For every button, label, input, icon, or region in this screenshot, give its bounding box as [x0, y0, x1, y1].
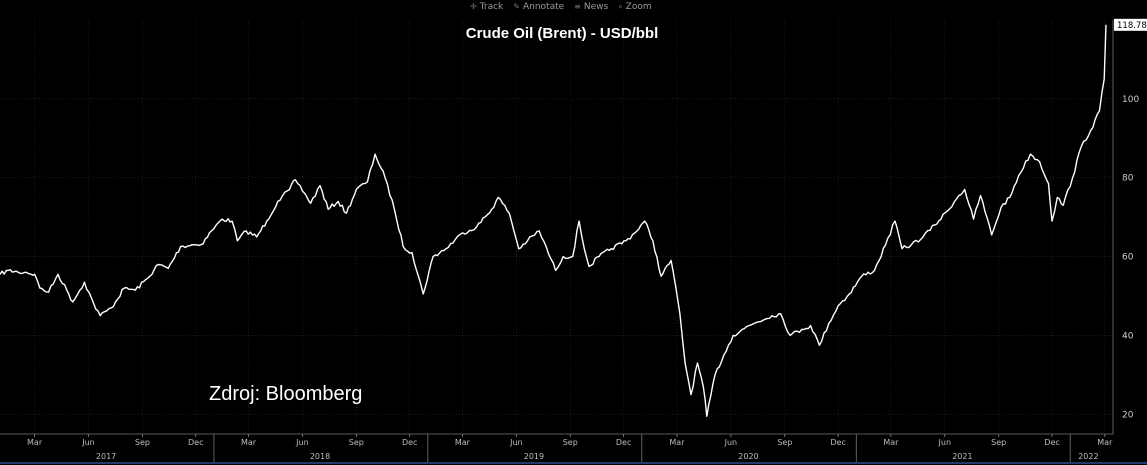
toolbar-zoom-button[interactable]: ⌕ Zoom — [618, 0, 651, 13]
toolbar-news-button[interactable]: ≡ News — [574, 0, 608, 13]
toolbar-annotate-button[interactable]: ✎ Annotate — [513, 0, 564, 13]
x-month-label: Jun — [724, 438, 738, 447]
x-year-label: 2017 — [96, 452, 116, 461]
brent-price-line — [0, 24, 1107, 417]
toolbar-item-label: Annotate — [522, 1, 565, 12]
toolbar-item-label: Zoom — [625, 1, 652, 12]
crosshair-icon: ✛ — [470, 2, 477, 11]
x-year-label: 2022 — [1078, 452, 1098, 461]
toolbar-item-label: News — [583, 1, 609, 12]
x-month-label: Mar — [455, 438, 471, 447]
zoom-icon: ⌕ — [618, 1, 623, 11]
x-month-label: Mar — [669, 438, 685, 447]
x-year-label: 2019 — [524, 452, 544, 461]
x-month-label: Jun — [81, 438, 95, 447]
chart-toolbar: ✛ Track ✎ Annotate ≡ News ⌕ Zoom — [470, 0, 652, 13]
source-label: Zdroj: Bloomberg — [209, 383, 363, 405]
x-month-label: Sep — [991, 438, 1006, 447]
y-tick-label: 80 — [1122, 174, 1134, 184]
x-month-label: Jun — [509, 438, 523, 447]
x-month-label: Dec — [402, 438, 417, 447]
x-month-label: Mar — [883, 438, 899, 447]
x-year-label: 2018 — [310, 452, 330, 461]
x-year-label: 2021 — [952, 452, 972, 461]
x-month-label: Dec — [1044, 438, 1059, 447]
y-tick-label: 20 — [1122, 410, 1134, 420]
x-month-label: Mar — [1097, 438, 1113, 447]
toolbar-item-label: Track — [479, 1, 504, 12]
last-value-label: 118.78 — [1117, 21, 1147, 31]
x-month-label: Dec — [188, 438, 203, 447]
x-month-label: Jun — [938, 438, 952, 447]
last-value-tag — [1114, 18, 1147, 31]
x-month-label: Mar — [241, 438, 257, 447]
y-tick-label: 100 — [1122, 95, 1139, 105]
x-month-label: Dec — [830, 438, 845, 447]
grid-layer — [0, 20, 1113, 434]
news-icon: ≡ — [574, 2, 581, 11]
x-year-label: 2020 — [738, 452, 758, 461]
y-tick-label: 40 — [1122, 331, 1134, 341]
x-month-label: Dec — [616, 438, 631, 447]
pencil-icon: ✎ — [513, 2, 520, 11]
y-tick-label: 60 — [1122, 253, 1134, 263]
x-month-label: Sep — [777, 438, 792, 447]
x-month-label: Jun — [295, 438, 309, 447]
x-month-label: Mar — [27, 438, 43, 447]
toolbar-track-button[interactable]: ✛ Track — [470, 0, 503, 13]
x-month-label: Sep — [135, 438, 150, 447]
x-month-label: Sep — [563, 438, 578, 447]
chart-title: Crude Oil (Brent) - USD/bbl — [465, 25, 659, 42]
x-month-label: Sep — [349, 438, 364, 447]
axis-layer: 20 40 60 80 100 Mar Jun Sep Dec Mar Jun Sep Dec Mar Ju… — [0, 18, 1147, 464]
